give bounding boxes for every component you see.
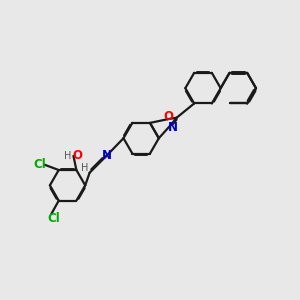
Text: N: N — [168, 121, 178, 134]
Text: Cl: Cl — [47, 212, 60, 224]
Text: H: H — [64, 151, 71, 161]
Text: H: H — [81, 163, 88, 173]
Text: N: N — [102, 149, 112, 162]
Text: O: O — [164, 110, 174, 123]
Text: Cl: Cl — [33, 158, 46, 171]
Text: O: O — [72, 149, 82, 162]
